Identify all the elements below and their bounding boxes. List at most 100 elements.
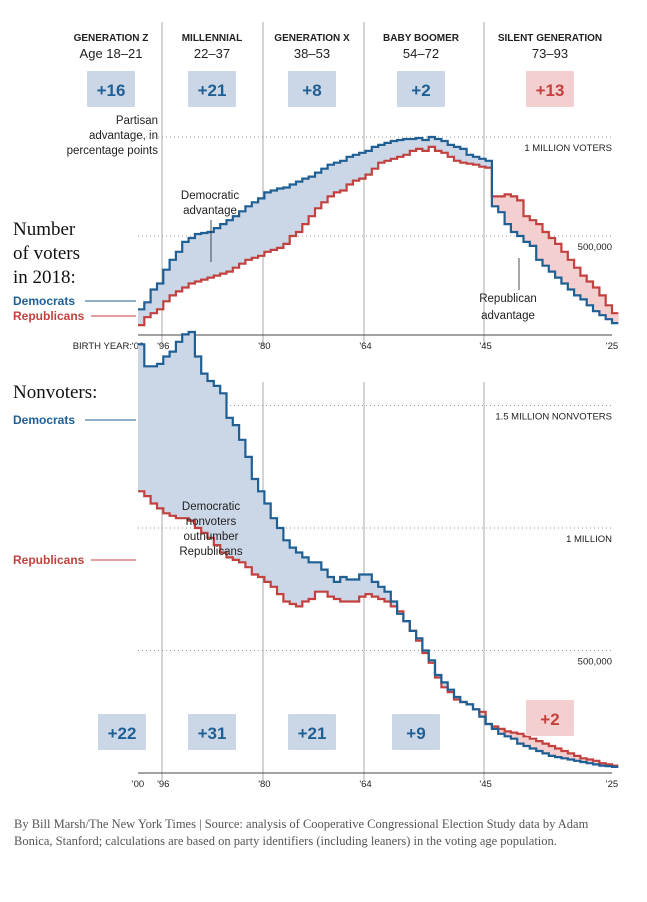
nonvoters-chart [138,330,619,768]
nonvoters-gap-1962 [378,586,385,600]
voter-advantage-millennial: +21 [198,81,227,100]
voters-gap-1942 [504,194,512,225]
gen-name-silent: SILENT GENERATION [498,33,602,44]
legend-democrats: Democrats [13,294,75,308]
nonvoters-gap-1935 [548,746,556,756]
nonvoters-ref-label-0: 1.5 MILLION NONVOTERS [495,412,612,423]
nonvoters-gap-2000 [138,344,145,492]
nonvoters-x-axis: '00 '96 '80 '64 '45 '25 [132,772,618,790]
nonvoters-republicans-line [138,490,619,767]
voters-gap-1937 [536,224,543,260]
nonvoters-gap-1965 [359,574,366,597]
voters-gap-1950 [454,146,461,161]
gen-name-boomer: BABY BOOMER [383,33,460,44]
voter-advantage-badges: +16 +21 +8 +2 +13 [87,71,574,107]
nonvoters-gap-1981 [258,491,265,577]
nonvoters-gap-1959 [397,611,404,614]
voter-advantage-box-millennial [188,71,236,107]
nonvoters-gap-1942 [504,731,512,737]
nonvoters-gap-1966 [352,579,360,602]
nonvoters-gap-1927 [599,763,607,766]
nonvoters-gap-1938 [529,738,537,749]
nonvoter-advantage-genx: +21 [298,724,327,743]
voters-gap-1985 [232,216,240,268]
voters-gap-1963 [371,146,379,169]
voters-x-axis: BIRTH YEAR: '00'96'80'64'45'25 [73,334,618,352]
gen-name-genz: GENERATION Z [74,33,149,44]
voters-chart-title: Number of voters in 2018: [13,219,80,288]
nonvoters-democrats-line [138,330,619,768]
nonvoters-gap-1979 [270,518,278,587]
annotation-dem-advantage-line-2: advantage [183,205,237,217]
nonvoters-x-tick-1: '96 [157,779,169,790]
gen-ages-millennial: 22–37 [194,46,230,61]
nonvoters-gap-1953 [435,675,442,678]
voters-gap-1929 [586,281,594,306]
voters-republicans-line [138,145,619,327]
nonvoters-gap-1950 [454,697,461,700]
x-axis-label: BIRTH YEAR: [73,341,132,352]
gen-name-millennial: MILLENNIAL [182,33,243,44]
nonvoters-gap-1963 [371,581,379,597]
voters-gap-1933 [561,251,569,284]
nonvoters-gap-1994 [175,341,183,519]
voters-gap-1954 [428,137,436,147]
nonvoter-advantage-box-genx [288,714,336,750]
voters-legend: Democrats Republicans [13,294,136,323]
nonvoter-advantage-box-millennial [188,714,236,750]
voters-gap-1948 [466,154,474,164]
generation-headers: GENERATION Z Age 18–21 MILLENNIAL 22–37 … [74,33,603,61]
nonvoters-gap-1971 [321,569,328,592]
voters-gap-1936 [542,232,550,266]
nonvoters-gap-1951 [447,689,455,693]
voters-gap-1931 [574,267,581,296]
nonvoters-x-tick-2: '80 [258,779,270,790]
voters-x-tick-5: '25 [606,341,618,352]
voters-gap-1967 [346,156,354,185]
voters-gap-1949 [460,148,468,163]
nonvoters-gap-1988 [213,385,221,546]
voters-gap-1970 [327,164,335,197]
nonvoters-gap-1985 [232,425,240,560]
nonvoters-gap-1973 [308,562,316,600]
gen-ages-genx: 38–53 [294,46,330,61]
partisan-note-line-3: percentage points [67,145,159,157]
voters-x-tick-2: '80 [258,341,270,352]
voters-gap-1945 [485,160,493,168]
nonvoters-gap-1933 [561,750,569,759]
nonvoters-gap-1996 [163,356,170,514]
nonvoters-gap-1936 [542,743,550,754]
nonvoters-gap-1982 [251,479,259,575]
voters-title-line-1: Number [13,219,76,240]
nonvoters-legend-democrats: Democrats [13,413,75,427]
voters-gap-1978 [277,188,284,248]
voter-advantage-silent: +13 [536,81,565,100]
voters-gap-1965 [359,152,366,179]
voters-gap-1932 [567,259,575,290]
nonvoter-reference-lines: 1.5 MILLION NONVOTERS 1 MILLION 500,000 [138,405,612,668]
voters-gap-1927 [599,295,607,316]
nonvoters-gap-1997 [156,363,164,509]
voters-gap-1984 [239,211,246,264]
annotation-rep-advantage-line-2: advantage [481,310,535,322]
nonvoters-gap-1986 [226,417,234,558]
nonvoters-gap-1984 [239,439,246,563]
nonvoters-gap-1978 [277,528,284,595]
nonvoters-gap-1952 [441,682,449,688]
voters-gap-1966 [352,154,360,181]
gen-ages-genz: Age 18–21 [80,46,143,61]
voters-gap-1951 [447,144,455,157]
nonvoters-gap-1989 [207,381,215,538]
voters-gap-1986 [226,220,234,272]
voters-gap-1992 [188,237,196,284]
nonvoters-gap-1930 [580,758,588,762]
voters-x-tick-3: '64 [359,341,371,352]
voters-gap-1959 [397,139,404,157]
voters-gap-1977 [283,187,291,244]
voters-gap-2000 [138,309,145,326]
voters-gap-1956 [416,137,423,149]
nonvoter-advantage-box-genz [98,714,146,750]
nonvoters-gap-1969 [333,581,341,600]
voters-gap-1946 [479,158,486,167]
nonvoters-gap-1976 [289,547,297,604]
